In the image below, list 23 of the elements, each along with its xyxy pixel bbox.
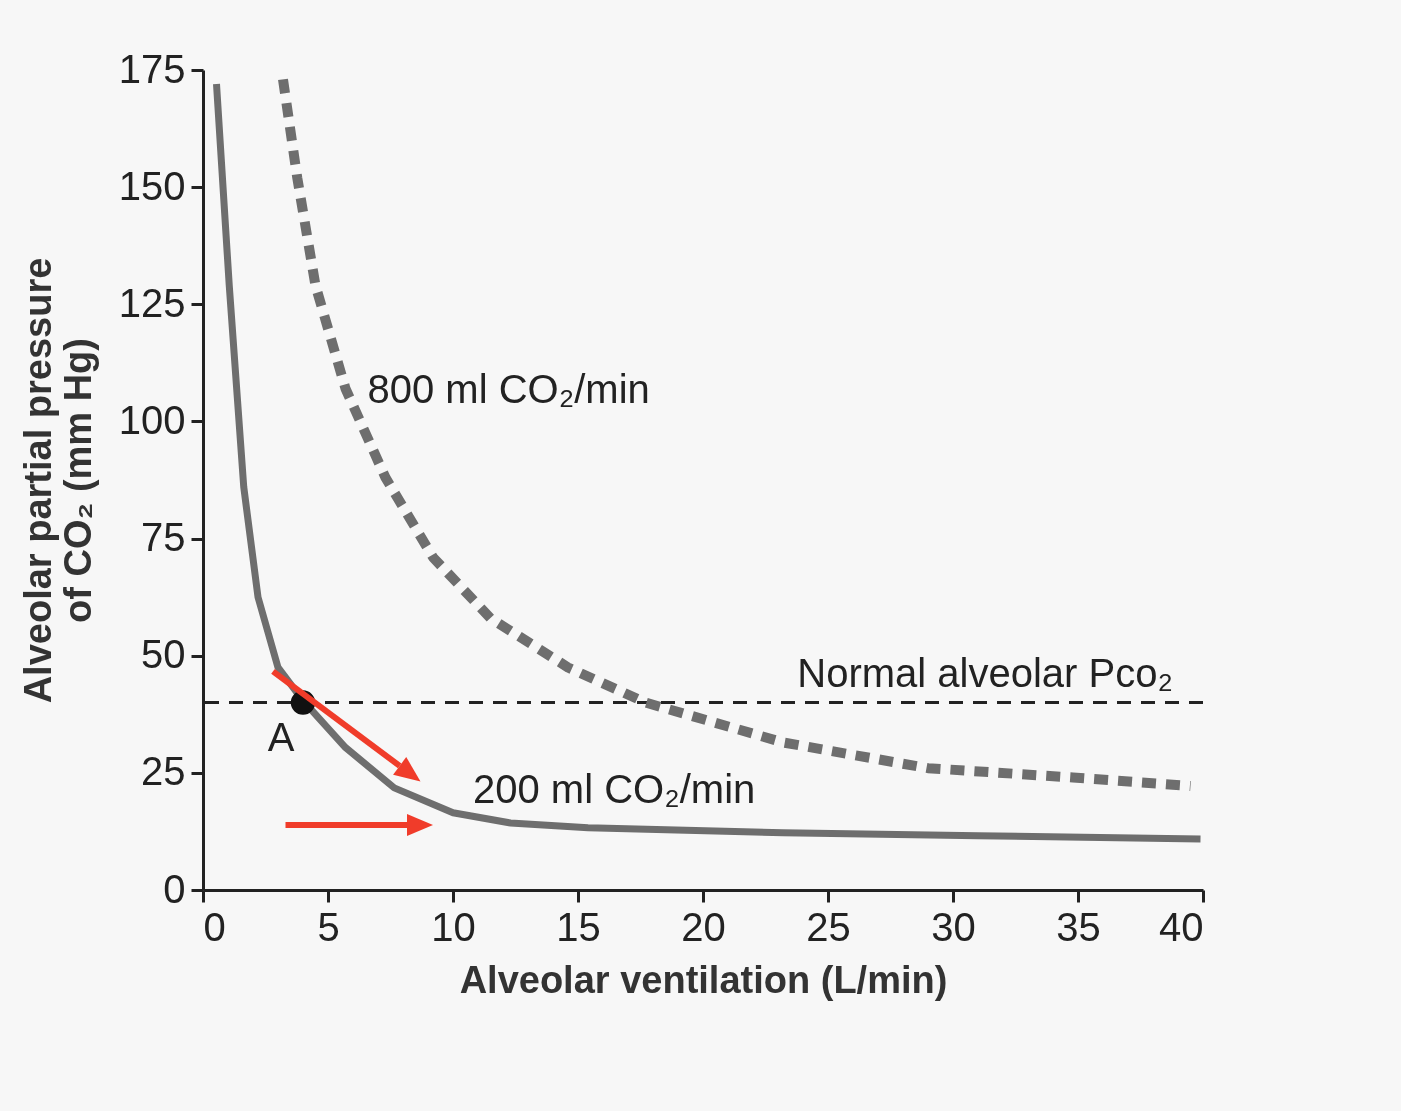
x-tick-label: 35 (1056, 904, 1101, 949)
y-tick-label: 125 (118, 280, 186, 325)
y-tick-label: 25 (141, 749, 186, 794)
y-tick-label: 100 (118, 397, 186, 442)
x-tick-label: 40 (1159, 904, 1204, 949)
ref-line-label: Normal alveolar Pco₂ (797, 650, 1173, 695)
series-label: 800 ml CO₂/min (367, 366, 650, 411)
y-tick-label: 150 (118, 163, 186, 208)
y-axis-title: Alveolar partial pressure of CO₂ (mm Hg) (16, 257, 99, 704)
x-tick-label: 10 (431, 904, 476, 949)
x-tick-label: 0 (203, 904, 226, 949)
y-tick-label: 0 (163, 866, 186, 911)
x-tick-label: 25 (806, 904, 851, 949)
x-tick-label: 20 (681, 904, 726, 949)
x-tick-label: 30 (931, 904, 976, 949)
x-tick-label: 15 (556, 904, 601, 949)
x-tick-label: 5 (317, 904, 340, 949)
y-tick-label: 175 (118, 46, 186, 91)
series-label: 200 ml CO₂/min (473, 766, 756, 811)
y-tick-label: 75 (141, 515, 186, 560)
annotation: A (267, 714, 295, 759)
x-axis-title: Alveolar ventilation (L/min) (459, 958, 948, 1001)
y-tick-label: 50 (141, 632, 186, 677)
